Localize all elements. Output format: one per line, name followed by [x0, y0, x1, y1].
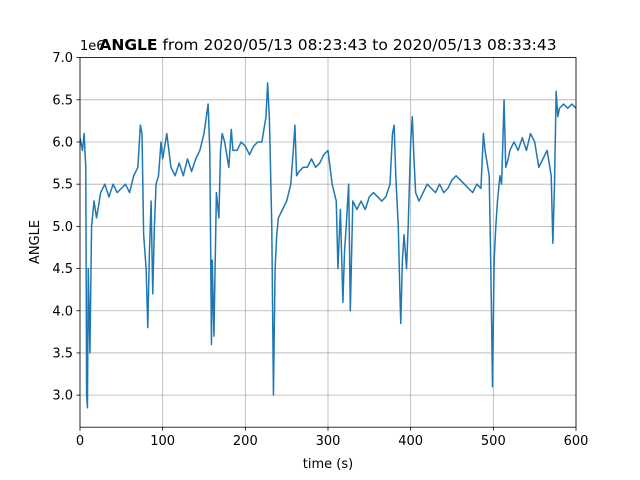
y-tick-label: 4.5 — [52, 262, 73, 277]
y-tick-label: 3.0 — [52, 389, 73, 404]
x-tick-label: 500 — [481, 434, 506, 449]
x-tick-label: 0 — [76, 434, 84, 449]
y-tick-label: 7.0 — [52, 51, 73, 66]
y-tick-label: 5.0 — [52, 220, 73, 235]
y-tick-label: 6.5 — [52, 93, 73, 108]
y-axis-label: ANGLE — [28, 220, 43, 264]
offset-text: 1e6 — [80, 39, 105, 54]
x-tick-label: 100 — [150, 434, 175, 449]
x-tick-label: 300 — [316, 434, 341, 449]
plot-frame — [79, 57, 577, 428]
x-tick-label: 200 — [233, 434, 258, 449]
x-tick-label: 600 — [564, 434, 589, 449]
title-range: from 2020/05/13 08:23:43 to 2020/05/13 0… — [162, 36, 556, 54]
x-axis-label: time (s) — [303, 457, 353, 472]
chart-title: ANGLE from 2020/05/13 08:23:43 to 2020/0… — [99, 36, 556, 54]
data-line — [80, 82, 576, 409]
y-tick-label: 3.5 — [52, 346, 73, 361]
y-tick-label: 6.0 — [52, 135, 73, 150]
y-tick-label: 4.0 — [52, 304, 73, 319]
x-tick-label: 400 — [398, 434, 423, 449]
title-variable: ANGLE — [99, 36, 157, 54]
y-tick-label: 5.5 — [52, 178, 73, 193]
